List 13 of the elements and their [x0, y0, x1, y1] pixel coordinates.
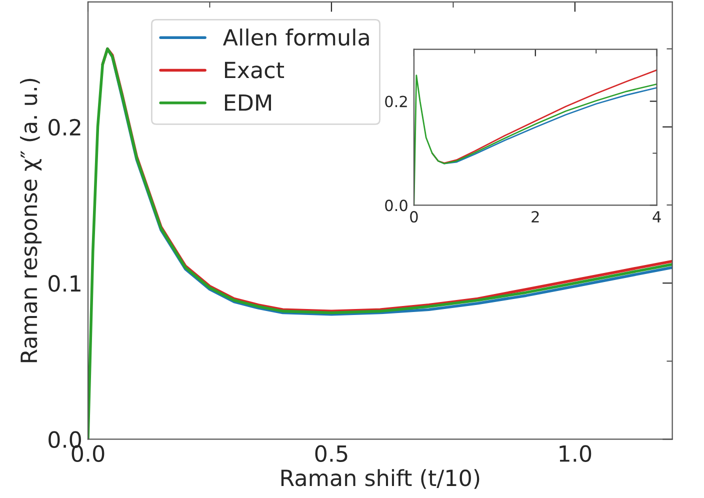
x-tick-label: 1.0	[560, 445, 592, 462]
x-tick-label: 2	[532, 211, 539, 222]
y-tick-label: 0.2	[385, 96, 407, 108]
x-tick-label: 0	[410, 211, 418, 223]
y-tick-label: 0.1	[48, 275, 80, 292]
y-tick-label: 0.2	[48, 118, 80, 136]
legend-label: Exact	[224, 62, 284, 78]
x-tick-label: 4	[652, 211, 661, 222]
x-axis-title: Raman shift (t/10)	[281, 469, 480, 489]
legend-label: EDM	[224, 94, 271, 111]
x-tick-label: 0.5	[315, 445, 348, 462]
legend-label: Allen formula	[222, 28, 369, 46]
y-axis-title: Raman response χ″ (a. u.)	[20, 78, 42, 362]
